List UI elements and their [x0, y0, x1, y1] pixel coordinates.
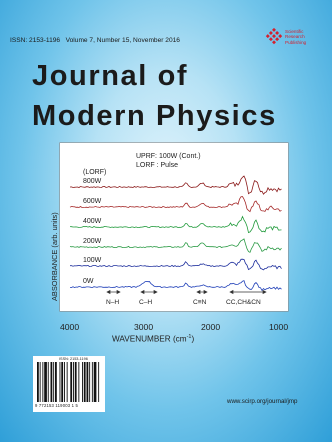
x-tick-4000: 4000 [60, 322, 80, 332]
x-tick-3000: 3000 [134, 322, 154, 332]
barcode-bar [44, 362, 47, 402]
barcode-bar [53, 362, 55, 402]
issn-volume-line: ISSN: 2153-1196 Volume 7, Number 15, Nov… [10, 37, 180, 44]
x-tick-1000: 1000 [269, 322, 289, 332]
barcode-bar [78, 362, 80, 402]
trace-400w [69, 215, 282, 234]
trace-labels: 800W 600W 400W 200W 100W 0W [83, 178, 102, 285]
barcode-bar [89, 362, 91, 402]
publisher-line-1: Scientific [285, 29, 304, 34]
barcode-bar [64, 362, 65, 402]
trace-100w [69, 258, 282, 271]
y-axis-label: ABSORBANCE (arb. units) [50, 212, 59, 301]
publisher-line-3: Publishing [285, 39, 307, 45]
publisher-line-2: Research [285, 34, 305, 40]
x-tick-2000: 2000 [201, 322, 221, 332]
issn-text: ISSN: 2153-1196 [10, 37, 61, 44]
trace-200w [69, 238, 282, 253]
spectrum-plot: UPRF: 100W (Cont.) LORF : Pulse (LORF) 8… [69, 153, 282, 306]
trace-600w [69, 196, 282, 213]
band-label-cn: C≡N [193, 299, 207, 306]
x-axis-label-text: WAVENUMBER (cm [112, 334, 187, 344]
band-markers [106, 289, 267, 295]
barcode-bars [37, 362, 100, 402]
x-axis-label-exponent: -1 [186, 334, 192, 340]
barcode-bar [98, 362, 100, 402]
lorf-label: (LORF) [83, 169, 106, 176]
barcode: ISSN: 2153-1196 9 772153 119003 1 5 [33, 356, 105, 412]
barcode-bar [86, 362, 89, 402]
x-axis-label: WAVENUMBER (cm-1) [112, 334, 194, 344]
trace-label-800w: 800W [83, 178, 102, 185]
barcode-bar [66, 362, 68, 402]
barcode-bar [42, 362, 44, 402]
barcode-bar [93, 362, 97, 402]
trace-label-600w: 600W [83, 198, 102, 205]
journal-url: www.scirp.org/journal/jmp [227, 398, 298, 405]
publisher-logo: Scientific Research Publishing [263, 25, 331, 51]
legend-line-2: LORF : Pulse [136, 162, 178, 169]
trace-label-200w: 200W [83, 238, 102, 245]
journal-title-line-1: Journal of [32, 60, 189, 92]
spectra-traces [69, 175, 282, 292]
cover-spectrum-image: UPRF: 100W (Cont.) LORF : Pulse (LORF) 8… [60, 143, 288, 311]
publisher-diamond-icon [265, 28, 283, 45]
barcode-bar [59, 362, 61, 402]
x-axis-label-close: ) [191, 334, 195, 344]
trace-label-400w: 400W [83, 218, 102, 225]
band-label-ch: C–H [139, 299, 152, 306]
barcode-bar [50, 362, 53, 402]
barcode-bar [91, 362, 93, 402]
legend-line-1: UPRF: 100W (Cont.) [136, 153, 201, 160]
barcode-bar [73, 362, 74, 402]
barcode-bar [47, 362, 49, 402]
barcode-number: 9 772153 119003 1 5 [35, 403, 79, 408]
trace-label-0w: 0W [83, 278, 94, 285]
publisher-name: Scientific Research Publishing [285, 29, 306, 45]
band-label-nh: N–H [106, 299, 119, 306]
barcode-bar [70, 362, 73, 402]
trace-0w [69, 280, 282, 292]
trace-800w [69, 175, 282, 195]
barcode-bar [39, 362, 41, 402]
barcode-issn: ISSN: 2153-1196 [59, 357, 88, 361]
volume-text: Volume 7, Number 15, November 2016 [65, 37, 180, 44]
barcode-bar [74, 362, 77, 402]
trace-label-100w: 100W [83, 257, 102, 264]
barcode-bar [55, 362, 57, 402]
barcode-bar [83, 362, 86, 402]
band-label-cc: CC,CH&CN [226, 299, 261, 306]
barcode-bar [61, 362, 64, 402]
barcode-bar [82, 362, 83, 402]
barcode-bar [37, 362, 39, 402]
journal-title-line-2: Modern Physics [32, 100, 277, 132]
